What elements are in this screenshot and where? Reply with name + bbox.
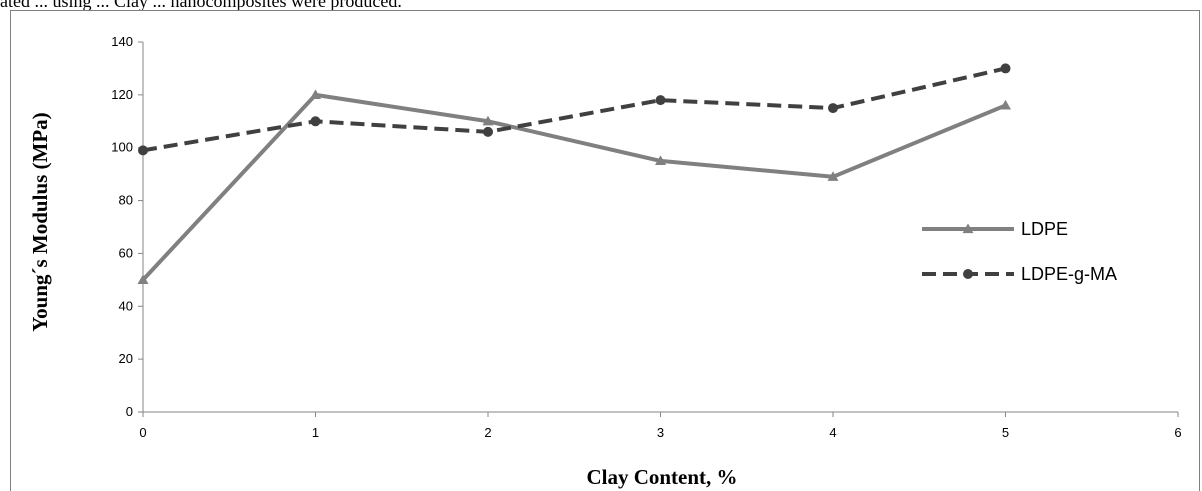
legend-label: LDPE-g-MA xyxy=(1021,264,1117,284)
chart-frame xyxy=(10,10,1200,491)
data-point xyxy=(1000,99,1011,110)
x-tick-label: 0 xyxy=(139,425,146,440)
y-tick-label: 0 xyxy=(126,404,133,419)
x-tick-label: 6 xyxy=(1174,425,1181,440)
y-tick-label: 60 xyxy=(119,245,133,260)
y-tick-label: 40 xyxy=(119,298,133,313)
data-point xyxy=(1000,63,1011,74)
data-point xyxy=(655,95,666,106)
axes: 0 20 40 60 80 100 120 140 0 1 2 3 4 5 6 xyxy=(111,34,1181,440)
x-tick-label: 5 xyxy=(1002,425,1009,440)
data-point xyxy=(655,155,666,166)
y-axis-title: Young´s Modulus (MPa) xyxy=(28,112,52,331)
series-layer xyxy=(137,63,1011,284)
series-ldpe-g-ma xyxy=(138,63,1011,156)
x-tick-label: 2 xyxy=(484,425,491,440)
y-tick-label: 80 xyxy=(119,193,133,208)
y-tick-label: 140 xyxy=(111,34,133,49)
data-point xyxy=(310,89,321,99)
legend-item: LDPE xyxy=(922,219,1068,239)
data-point xyxy=(827,171,839,181)
data-point xyxy=(137,274,149,284)
y-tick-label: 20 xyxy=(119,351,133,366)
data-point xyxy=(138,145,148,156)
data-point xyxy=(828,103,838,114)
header-text: ated ... using ... Clay ... nanocomposit… xyxy=(0,0,402,11)
x-tick-label: 4 xyxy=(829,425,836,440)
series-line xyxy=(141,92,1007,282)
y-tick-label: 120 xyxy=(111,87,133,102)
legend: LDPE LDPE-g-MA xyxy=(922,219,1117,284)
series-line xyxy=(142,66,1006,153)
y-tick-label: 100 xyxy=(111,140,133,155)
legend-item: LDPE-g-MA xyxy=(922,264,1117,284)
x-axis-title: Clay Content, % xyxy=(586,465,737,489)
series-ldpe xyxy=(137,89,1011,284)
legend-marker xyxy=(963,269,973,279)
legend-marker xyxy=(962,223,974,234)
x-tick-label: 3 xyxy=(657,425,664,440)
data-point xyxy=(483,126,493,137)
data-point xyxy=(310,116,321,127)
legend-label: LDPE xyxy=(1021,219,1068,239)
data-point xyxy=(482,115,494,126)
x-tick-label: 1 xyxy=(312,425,319,440)
